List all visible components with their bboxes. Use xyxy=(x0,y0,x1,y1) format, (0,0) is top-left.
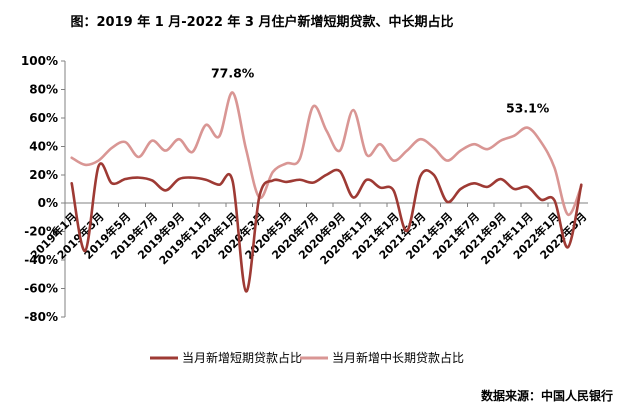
annotation-peak-53-1: 53.1% xyxy=(506,101,550,116)
chart-title: 图：2019 年 1 月-2022 年 3 月住户新增短期贷款、中长期占比 xyxy=(70,14,453,30)
annotations: 77.8% 53.1% xyxy=(211,66,550,116)
annotation-peak-77-8: 77.8% xyxy=(211,66,255,81)
plot-area xyxy=(70,91,583,293)
y-axis-tick-label: -60% xyxy=(24,282,58,296)
y-axis-tick-label: 60% xyxy=(29,111,58,125)
legend-short-term-label: 当月新增短期贷款占比 xyxy=(182,350,302,365)
y-axis-tick-label: -40% xyxy=(24,253,58,267)
y-axis-tick-label: 80% xyxy=(29,82,58,96)
y-axis-tick-label: 0% xyxy=(38,196,58,210)
legend-medium-long-label: 当月新增中长期贷款占比 xyxy=(332,350,464,365)
y-axis-tick-label: 40% xyxy=(29,139,58,153)
legend: 当月新增短期贷款占比 当月新增中长期贷款占比 xyxy=(150,350,464,365)
y-axis-tick-label: -20% xyxy=(24,225,58,239)
y-axis-tick-label: -80% xyxy=(24,310,58,324)
series-short-term-line xyxy=(70,162,583,293)
y-axis: 100% 80% 60% 40% 20% 0% -20% -40% -60% -80% xyxy=(21,54,66,324)
series-medium-long-line xyxy=(70,91,583,216)
x-axis: 2019年1月2019年3月2019年5月2019年7月2019年9月2019年… xyxy=(27,202,589,267)
data-source: 数据来源：中国人民银行 xyxy=(481,388,613,403)
y-axis-tick-label: 20% xyxy=(29,168,58,182)
y-axis-tick-label: 100% xyxy=(21,54,58,68)
